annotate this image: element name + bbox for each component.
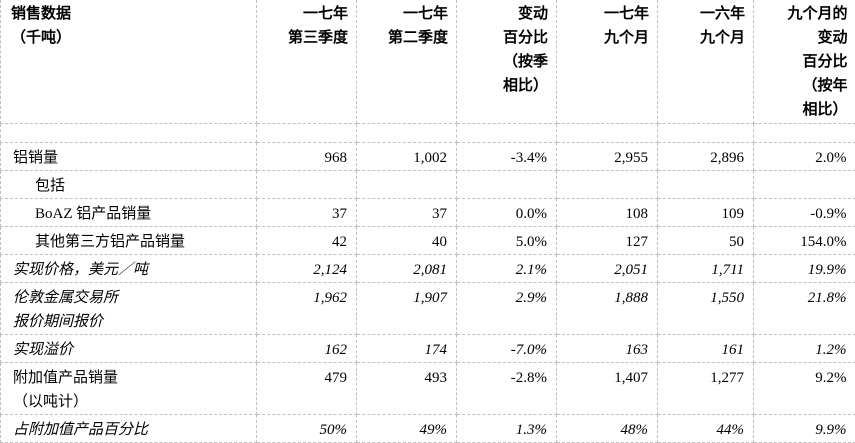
table-row-vap-sales: 附加值产品销量 （以吨计） 479 493 -2.8% 1,407 1,277 …: [1, 362, 855, 414]
value-cell: 0.0%: [457, 198, 557, 226]
value-cell: 1,907: [357, 282, 457, 334]
value-cell: 127: [557, 226, 658, 254]
header-2016-9m: 一六年 九个月: [658, 0, 754, 123]
value-cell: 154.0%: [754, 226, 855, 254]
value-cell: 493: [357, 362, 457, 414]
value-cell: 1.2%: [754, 334, 855, 362]
value-cell: 40: [357, 226, 457, 254]
value-cell: 1.3%: [457, 414, 557, 442]
header-sales-data: 销售数据 （千吨）: [1, 0, 257, 123]
value-cell: 2.1%: [457, 254, 557, 282]
value-cell: 1,277: [658, 362, 754, 414]
value-cell: 162: [257, 334, 357, 362]
value-cell: 50%: [257, 414, 357, 442]
row-label-cell: 包括: [1, 170, 257, 198]
value-cell: [658, 170, 754, 198]
value-cell: 9.2%: [754, 362, 855, 414]
value-cell: 1,550: [658, 282, 754, 334]
spacer-row: [1, 123, 855, 142]
value-cell: 44%: [658, 414, 754, 442]
value-cell: 109: [658, 198, 754, 226]
value-cell: 2,955: [557, 142, 658, 170]
table-row-vap-share: 占附加值产品百分比 50% 49% 1.3% 48% 44% 9.9%: [1, 414, 855, 442]
value-cell: 161: [658, 334, 754, 362]
value-cell: 2,051: [557, 254, 658, 282]
value-cell: 9.9%: [754, 414, 855, 442]
value-cell: -7.0%: [457, 334, 557, 362]
value-cell: 174: [357, 334, 457, 362]
value-cell: 1,888: [557, 282, 658, 334]
value-cell: 108: [557, 198, 658, 226]
row-label-cell: 占附加值产品百分比: [1, 414, 257, 442]
value-cell: [754, 170, 855, 198]
value-cell: 2,081: [357, 254, 457, 282]
header-yoy-change: 九个月的 变动 百分比 （按年 相比）: [754, 0, 855, 123]
value-cell: 5.0%: [457, 226, 557, 254]
table-row-realized-premium: 实现溢价 162 174 -7.0% 163 161 1.2%: [1, 334, 855, 362]
value-cell: [357, 170, 457, 198]
table-row-third-party-sales: 其他第三方铝产品销量 42 40 5.0% 127 50 154.0%: [1, 226, 855, 254]
value-cell: 1,962: [257, 282, 357, 334]
value-cell: 37: [357, 198, 457, 226]
value-cell: 49%: [357, 414, 457, 442]
value-cell: 19.9%: [754, 254, 855, 282]
header-2017-9m: 一七年 九个月: [557, 0, 658, 123]
table-row-realized-price: 实现价格，美元／吨 2,124 2,081 2.1% 2,051 1,711 1…: [1, 254, 855, 282]
value-cell: 2,896: [658, 142, 754, 170]
value-cell: 1,407: [557, 362, 658, 414]
value-cell: -2.8%: [457, 362, 557, 414]
row-label-cell: 伦敦金属交易所 报价期间报价: [1, 282, 257, 334]
header-2017-q2: 一七年 第二季度: [357, 0, 457, 123]
table-row-aluminium-sales: 铝销量 968 1,002 -3.4% 2,955 2,896 2.0%: [1, 142, 855, 170]
value-cell: -3.4%: [457, 142, 557, 170]
value-cell: 2.9%: [457, 282, 557, 334]
header-qoq-change: 变动 百分比 （按季 相比）: [457, 0, 557, 123]
value-cell: 1,002: [357, 142, 457, 170]
table-row-lme-qp-price: 伦敦金属交易所 报价期间报价 1,962 1,907 2.9% 1,888 1,…: [1, 282, 855, 334]
value-cell: 479: [257, 362, 357, 414]
table-row-boaz-sales: BoAZ 铝产品销量 37 37 0.0% 108 109 -0.9%: [1, 198, 855, 226]
row-label-cell: 附加值产品销量 （以吨计）: [1, 362, 257, 414]
row-label-cell: 实现溢价: [1, 334, 257, 362]
row-label-cell: 其他第三方铝产品销量: [1, 226, 257, 254]
value-cell: 2.0%: [754, 142, 855, 170]
value-cell: 37: [257, 198, 357, 226]
row-label-cell: BoAZ 铝产品销量: [1, 198, 257, 226]
row-label-cell: 实现价格，美元／吨: [1, 254, 257, 282]
header-row: 销售数据 （千吨） 一七年 第三季度 一七年 第二季度 变动 百分比 （按季 相…: [1, 0, 855, 123]
value-cell: [457, 170, 557, 198]
value-cell: 1,711: [658, 254, 754, 282]
value-cell: 21.8%: [754, 282, 855, 334]
value-cell: 48%: [557, 414, 658, 442]
value-cell: [257, 170, 357, 198]
table-row-including: 包括: [1, 170, 855, 198]
value-cell: [557, 170, 658, 198]
value-cell: 2,124: [257, 254, 357, 282]
value-cell: 968: [257, 142, 357, 170]
value-cell: -0.9%: [754, 198, 855, 226]
value-cell: 42: [257, 226, 357, 254]
header-2017-q3: 一七年 第三季度: [257, 0, 357, 123]
value-cell: 50: [658, 226, 754, 254]
value-cell: 163: [557, 334, 658, 362]
row-label-cell: 铝销量: [1, 142, 257, 170]
